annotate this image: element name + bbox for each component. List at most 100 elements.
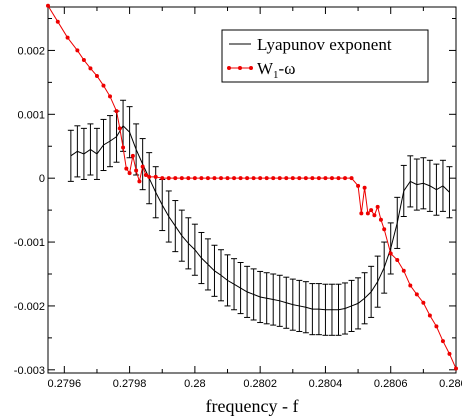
w1-omega-point xyxy=(372,213,377,218)
w1-omega-point xyxy=(264,176,269,181)
y-tick-label: 0.002 xyxy=(17,45,45,57)
w1-omega-point xyxy=(101,83,106,88)
legend-label-lyapunov: Lyapunov exponent xyxy=(257,35,392,54)
w1-omega-point xyxy=(205,176,210,181)
w1-omega-point xyxy=(427,313,432,318)
w1-omega-point xyxy=(186,176,191,181)
w1-omega-point xyxy=(127,171,132,176)
w1-omega-point xyxy=(395,257,400,262)
w1-omega-point xyxy=(81,58,86,63)
x-tick-label: 0.2806 xyxy=(374,378,408,390)
w1-omega-point xyxy=(65,35,70,40)
x-tick-label: 0.2804 xyxy=(309,378,343,390)
w1-omega-point xyxy=(343,176,348,181)
x-tick-label: 0.2798 xyxy=(113,378,147,390)
x-tick-labels: 0.2796 0.2798 0.28 0.2802 0.2804 0.2806 0.2808 xyxy=(47,378,462,390)
w1-omega-point xyxy=(140,164,145,169)
w1-omega-point xyxy=(277,176,282,181)
w1-omega-point xyxy=(356,183,361,188)
w1-omega-point xyxy=(447,351,452,356)
w1-omega-point xyxy=(258,176,263,181)
y-tick-label: 0.001 xyxy=(17,109,45,121)
w1-omega-point xyxy=(75,48,80,53)
w1-omega-point xyxy=(46,3,50,8)
w1-omega-point xyxy=(303,176,308,181)
w1-omega-point xyxy=(359,211,364,216)
w1-omega-point xyxy=(297,176,302,181)
w1-omega-point xyxy=(251,176,256,181)
w1-omega-point xyxy=(284,176,289,181)
w1-omega-point xyxy=(143,172,148,177)
w1-omega-point xyxy=(349,176,354,181)
w1-omega-point xyxy=(375,204,380,209)
w1-omega-point xyxy=(192,176,197,181)
w1-omega-point xyxy=(166,176,171,181)
w1-omega-point xyxy=(388,251,393,256)
w1-omega-point xyxy=(365,211,370,216)
w1-omega-point xyxy=(121,145,126,150)
x-tick-label: 0.2802 xyxy=(243,378,277,390)
w1-omega-point xyxy=(290,176,295,181)
x-tick-label: 0.2796 xyxy=(47,378,81,390)
legend-marker-w1 xyxy=(238,66,242,70)
w1-omega-point xyxy=(124,166,129,171)
axis-ticks xyxy=(48,7,457,373)
legend: Lyapunov exponent W1-ω xyxy=(221,29,429,83)
w1-omega-point xyxy=(316,176,321,181)
w1-omega-point xyxy=(212,176,217,181)
w1-omega-point xyxy=(238,176,243,181)
w1-omega-point xyxy=(440,339,445,344)
w1-omega-point xyxy=(336,176,341,181)
w1-omega-point xyxy=(323,176,328,181)
w1-omega-point xyxy=(179,176,184,181)
y-tick-labels: -0.003 -0.002 -0.001 0 0.001 0.002 xyxy=(14,45,45,376)
x-axis-title: frequency - f xyxy=(206,396,299,416)
w1-omega-point xyxy=(137,179,142,184)
w1-omega-point xyxy=(271,176,276,181)
w1-omega-point xyxy=(310,176,315,181)
w1-omega-point xyxy=(108,94,113,99)
w1-omega-point xyxy=(114,109,119,114)
w1-omega-point xyxy=(245,176,250,181)
y-tick-label: 0 xyxy=(39,173,45,185)
w1-omega-point xyxy=(94,73,99,78)
lyapunov-exponent-line xyxy=(70,125,450,311)
w1-omega-point xyxy=(153,174,158,179)
y-tick-label: -0.003 xyxy=(14,365,45,377)
legend-marker-w1 xyxy=(249,66,253,70)
w1-omega-point xyxy=(369,208,374,213)
x-tick-label: 0.2808 xyxy=(439,378,462,390)
y-tick-label: -0.001 xyxy=(14,237,45,249)
w1-omega-point xyxy=(401,268,406,273)
w1-omega-markers xyxy=(46,3,458,371)
w1-omega-point xyxy=(382,227,387,232)
legend-box xyxy=(221,29,429,83)
w1-omega-point xyxy=(421,300,426,305)
w1-omega-point xyxy=(454,366,458,371)
w1-omega-point xyxy=(117,126,122,131)
w1-omega-point xyxy=(55,19,60,24)
legend-label-w1-tail: -ω xyxy=(279,59,296,78)
w1-omega-point xyxy=(414,292,419,297)
w1-omega-point xyxy=(362,185,367,190)
w1-omega-point xyxy=(378,217,383,222)
legend-label-w1: W1-ω xyxy=(257,59,295,81)
w1-omega-point xyxy=(218,176,223,181)
legend-marker-w1 xyxy=(227,66,231,70)
w1-omega-point xyxy=(160,176,165,181)
y-tick-label: -0.002 xyxy=(14,301,45,313)
legend-label-w1-main: W xyxy=(257,59,274,78)
w1-omega-point xyxy=(408,283,413,288)
w1-omega-point xyxy=(225,176,230,181)
error-bar xyxy=(67,129,74,182)
w1-omega-point xyxy=(329,176,334,181)
x-tick-label: 0.28 xyxy=(184,378,205,390)
w1-omega-point xyxy=(173,176,178,181)
w1-omega-point xyxy=(199,176,204,181)
w1-omega-point xyxy=(434,324,439,329)
legend-label-w1-sub: 1 xyxy=(273,69,279,81)
w1-omega-point xyxy=(134,168,139,173)
w1-omega-point xyxy=(147,174,152,179)
w1-omega-point xyxy=(232,176,237,181)
